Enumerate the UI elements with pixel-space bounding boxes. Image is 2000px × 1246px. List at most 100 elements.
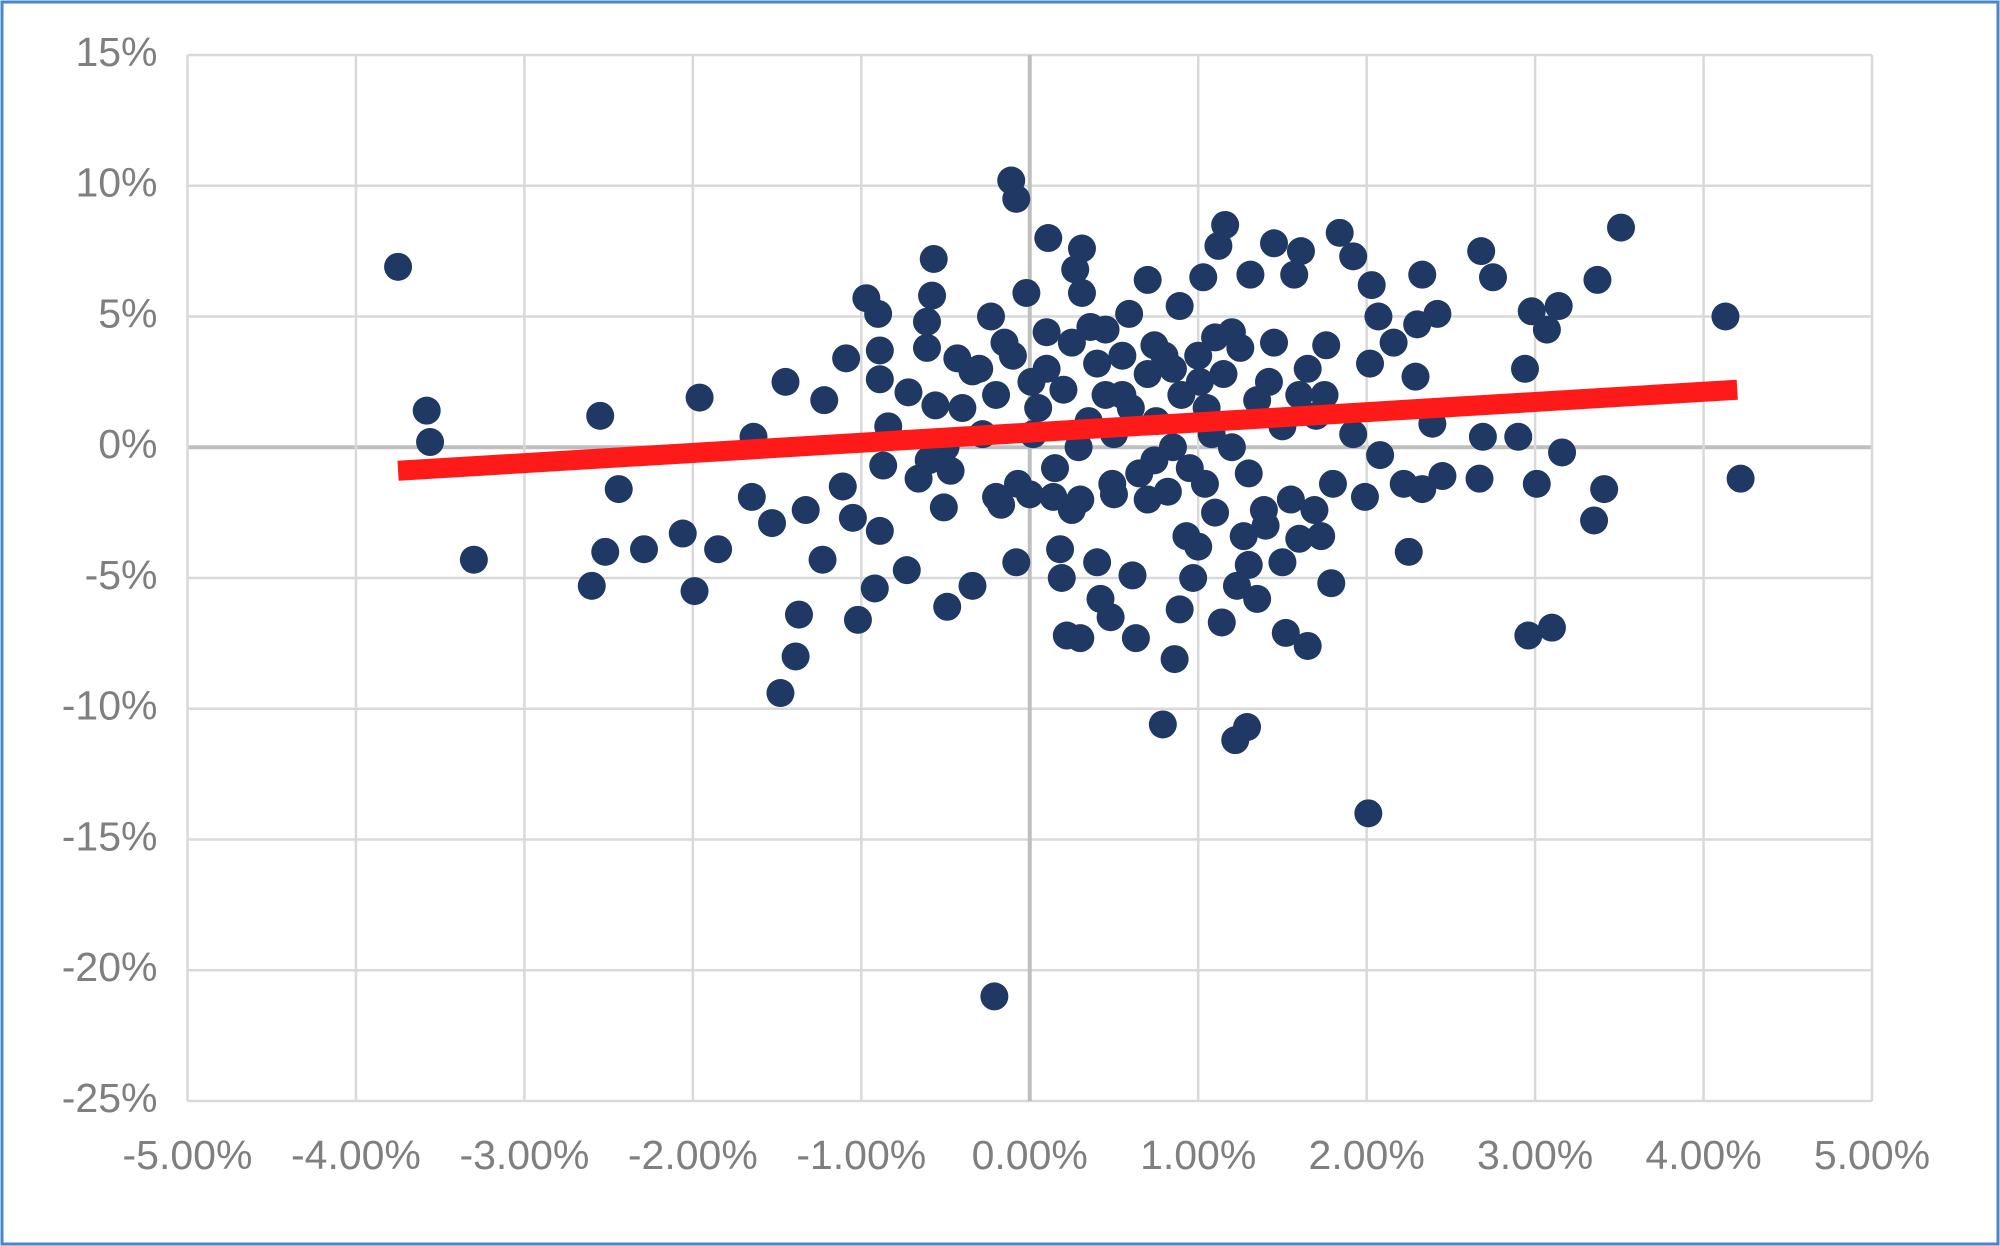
scatter-point — [1108, 341, 1137, 370]
scatter-point — [1243, 386, 1272, 415]
scatter-point — [1211, 210, 1240, 239]
scatter-point — [1537, 613, 1566, 642]
scatter-point — [737, 482, 766, 511]
scatter-point — [1356, 349, 1385, 378]
x-tick-label: 5.00% — [1814, 1132, 1930, 1178]
scatter-point — [668, 519, 697, 548]
scatter-point — [864, 299, 893, 328]
scatter-point — [1243, 584, 1272, 613]
x-tick-label: -5.00% — [123, 1132, 253, 1178]
scatter-point — [912, 333, 941, 362]
scatter-point — [1467, 237, 1496, 266]
scatter-point — [843, 605, 872, 634]
y-tick-label: -25% — [62, 1075, 158, 1121]
scatter-point — [1115, 299, 1144, 328]
y-tick-label: -5% — [85, 552, 158, 598]
scatter-point — [1271, 618, 1300, 647]
scatter-point — [1217, 433, 1246, 462]
scatter-point — [1234, 459, 1263, 488]
scatter-point — [1049, 375, 1078, 404]
x-tick-label: -4.00% — [291, 1132, 421, 1178]
scatter-point — [1583, 265, 1612, 294]
scatter-point — [1307, 522, 1336, 551]
scatter-point — [914, 446, 943, 475]
scatter-point — [1207, 608, 1236, 637]
scatter-point — [412, 396, 441, 425]
y-tick-label: -20% — [62, 944, 158, 990]
scatter-point — [1133, 360, 1162, 389]
scatter-point — [1066, 624, 1095, 653]
scatter-point — [1260, 229, 1289, 258]
scatter-point — [1061, 255, 1090, 284]
scatter-point — [869, 451, 898, 480]
y-tick-label: 15% — [75, 29, 157, 75]
scatter-point — [1167, 380, 1196, 409]
scatter-point — [781, 642, 810, 671]
scatter-point — [1423, 299, 1452, 328]
scatter-point — [1158, 354, 1187, 383]
scatter-point — [958, 571, 987, 600]
x-tick-label: 4.00% — [1645, 1132, 1761, 1178]
y-tick-label: -15% — [62, 813, 158, 859]
scatter-point — [808, 545, 837, 574]
scatter-point — [1179, 564, 1208, 592]
scatter-point — [1514, 621, 1543, 650]
scatter-point — [766, 679, 795, 708]
scatter-point — [784, 600, 813, 629]
x-tick-label: 2.00% — [1309, 1132, 1425, 1178]
scatter-point — [1300, 496, 1329, 525]
scatter-point — [1590, 475, 1619, 504]
scatter-point — [948, 394, 977, 423]
scatter-point — [828, 472, 857, 501]
scatter-point — [586, 401, 615, 430]
scatter-point — [982, 380, 1011, 409]
scatter-point — [1012, 278, 1041, 307]
scatter-point — [1280, 260, 1309, 289]
scatter-point — [965, 354, 994, 383]
x-tick-label: 0.00% — [972, 1132, 1088, 1178]
scatter-point — [1121, 624, 1150, 653]
scatter-point — [1002, 548, 1031, 577]
scatter-point — [1580, 506, 1609, 535]
scatter-point — [1125, 459, 1154, 488]
scatter-point — [1276, 485, 1305, 514]
scatter-point — [1465, 464, 1494, 493]
scatter-point — [1091, 380, 1120, 409]
scatter-point — [1510, 354, 1539, 383]
scatter-point — [1366, 441, 1395, 470]
scatter-point — [1066, 485, 1095, 514]
scatter-point — [1184, 532, 1213, 561]
scatter-point — [1357, 271, 1386, 300]
scatter-point — [1184, 341, 1213, 370]
scatter-point — [936, 456, 965, 485]
scatter-point — [1148, 710, 1177, 739]
scatter-point — [1548, 438, 1577, 467]
scatter-point — [832, 344, 861, 373]
scatter-point — [892, 556, 921, 585]
scatter-point — [1607, 213, 1636, 242]
x-tick-label: -2.00% — [628, 1132, 758, 1178]
scatter-point — [1394, 537, 1423, 566]
scatter-point — [1522, 469, 1551, 498]
scatter-point — [1401, 362, 1430, 391]
y-tick-label: 0% — [98, 421, 157, 467]
scatter-point — [1175, 454, 1204, 483]
scatter-point — [1046, 535, 1075, 564]
scatter-point — [416, 428, 445, 457]
scatter-point — [1354, 799, 1383, 828]
scatter-point — [680, 577, 709, 606]
scatter-point — [1024, 394, 1053, 423]
scatter-point — [990, 328, 1019, 357]
scatter-point — [918, 281, 947, 310]
scatter-point — [1158, 433, 1187, 462]
scatter-point — [1133, 485, 1162, 514]
scatter-point — [1201, 323, 1230, 352]
scatter-point — [1478, 263, 1507, 292]
scatter-point — [1318, 469, 1347, 498]
scatter-point — [921, 391, 950, 420]
scatter-point — [987, 490, 1016, 519]
scatter-point — [1133, 265, 1162, 294]
scatter-point — [1286, 237, 1315, 266]
scatter-point — [1209, 360, 1238, 389]
